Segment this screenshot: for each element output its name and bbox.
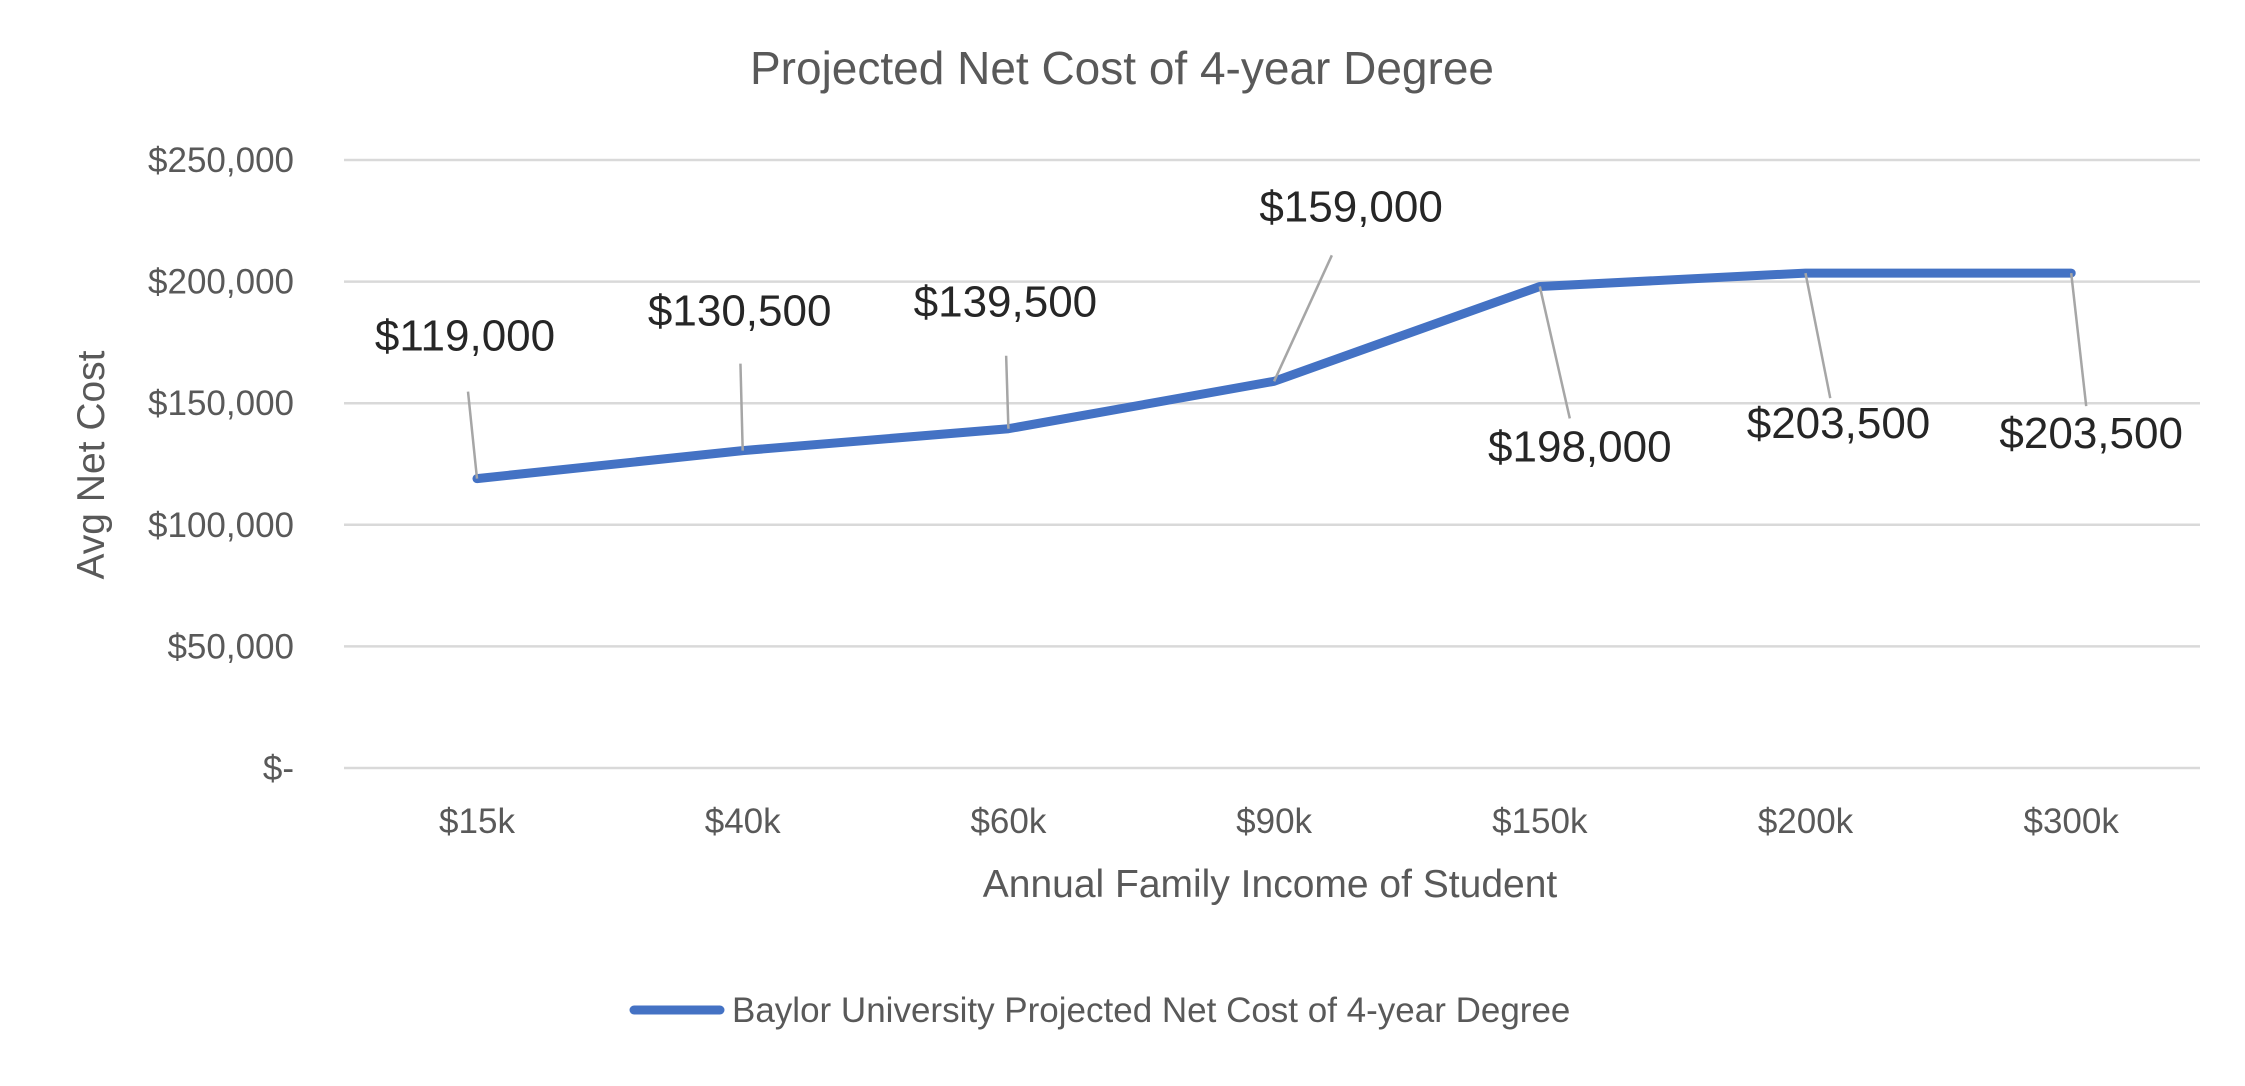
data-label: $198,000 <box>1488 422 1672 471</box>
y-axis-title: Avg Net Cost <box>70 350 113 579</box>
label-leader-line <box>739 363 744 451</box>
x-tick-label: $200k <box>1758 802 1854 841</box>
legend-label: Baylor University Projected Net Cost of … <box>732 991 1570 1030</box>
data-label: $203,500 <box>1999 409 2183 458</box>
gridlines <box>344 158 2200 770</box>
y-tick-label: $100,000 <box>148 506 294 545</box>
y-tick-label: $150,000 <box>148 384 294 423</box>
x-tick-label: $40k <box>705 802 781 841</box>
y-tick-label: $50,000 <box>167 627 294 666</box>
y-tick-label: $- <box>263 749 294 788</box>
x-tick-label: $300k <box>2024 802 2120 841</box>
y-tick-label: $200,000 <box>148 263 294 302</box>
data-label: $130,500 <box>648 287 832 336</box>
label-leader-line <box>466 391 479 479</box>
data-label: $159,000 <box>1259 182 1443 231</box>
data-label: $139,500 <box>914 278 1098 327</box>
x-tick-label: $60k <box>970 802 1046 841</box>
label-leader-line <box>1004 355 1010 429</box>
data-labels: $119,000 $130,500 $139,500 $159,000 $198,000… <box>375 182 2183 479</box>
x-tick-label: $150k <box>1492 802 1588 841</box>
label-leader-line <box>1272 254 1333 382</box>
x-axis-title: Annual Family Income of Student <box>983 863 1558 906</box>
x-tick-label: $15k <box>439 802 515 841</box>
y-axis-ticks: $- $50,000 $100,000 $150,000 $200,000 $250,00… <box>148 141 294 788</box>
data-label: $203,500 <box>1747 399 1931 448</box>
y-tick-label: $250,000 <box>148 141 294 180</box>
data-label: $119,000 <box>375 312 555 361</box>
label-leader-line <box>1538 286 1572 419</box>
label-leader-line <box>2069 272 2088 407</box>
legend: Baylor University Projected Net Cost of … <box>629 991 1570 1030</box>
x-axis-ticks: $15k $40k $60k $90k $150k $200k $300k <box>439 802 2119 841</box>
x-tick-label: $90k <box>1236 802 1312 841</box>
chart-title: Projected Net Cost of 4-year Degree <box>750 42 1494 94</box>
label-leader-line <box>1804 272 1832 399</box>
